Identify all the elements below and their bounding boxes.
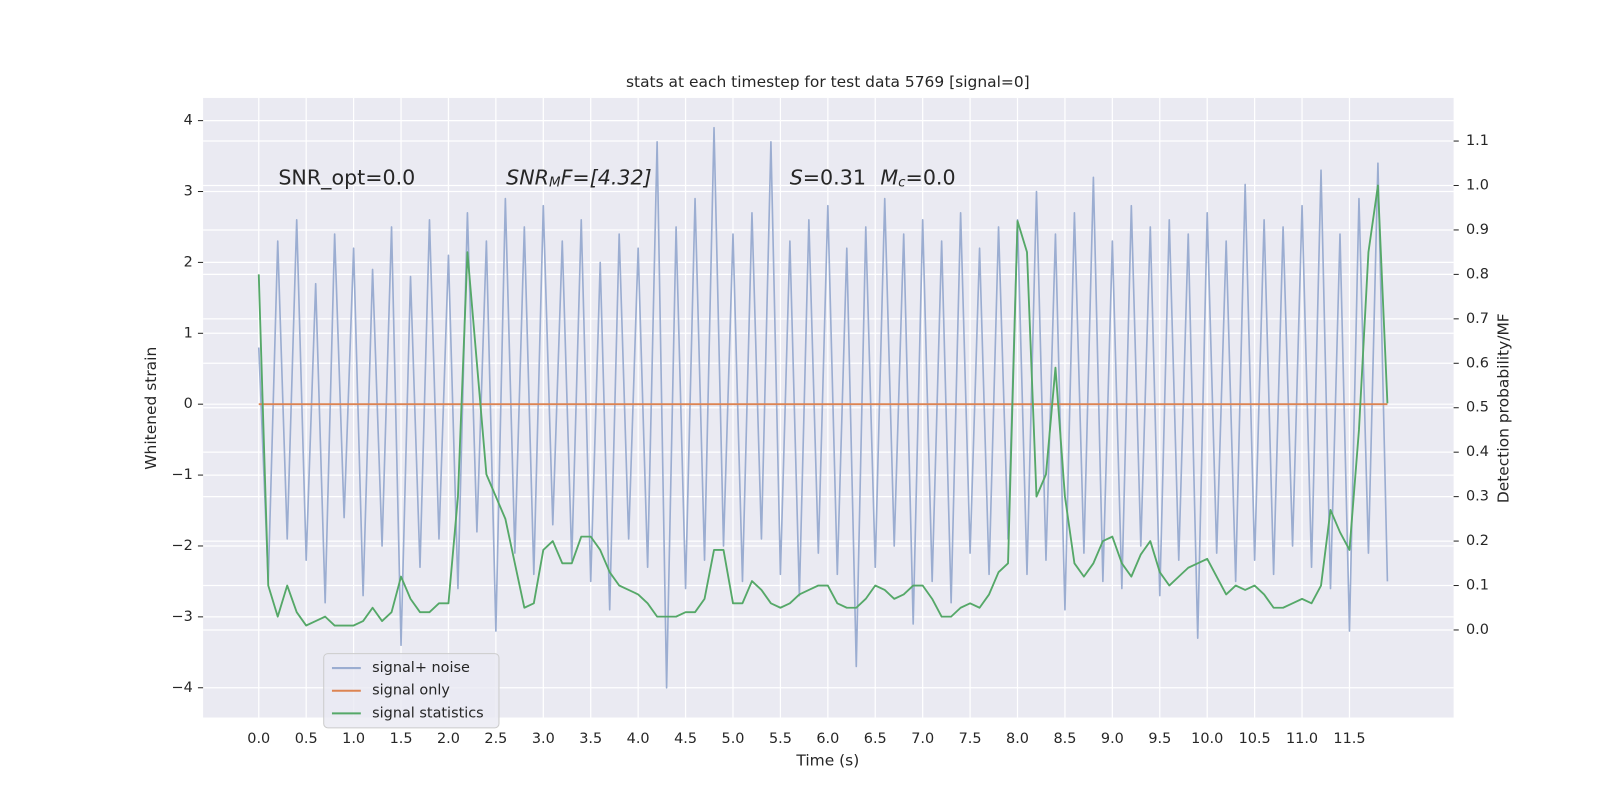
y-tick-label: 0 (184, 396, 193, 412)
annotation-part: SNR (506, 165, 549, 189)
x-axis-label: Time (s) (795, 751, 859, 769)
x-tick-label: 8.5 (1053, 731, 1076, 747)
y2-tick-label: 0.2 (1466, 533, 1489, 549)
annotation-part: =0.31 (803, 165, 866, 189)
y2-tick-label: 0.4 (1466, 444, 1489, 460)
x-tick-label: 8.0 (1006, 731, 1029, 747)
y2-tick-label: 0.5 (1466, 400, 1489, 416)
series-line (257, 126, 1389, 689)
annotation: SNRMF=[4.32] (506, 165, 651, 190)
y-tick-label: 3 (184, 184, 193, 200)
x-tick-label: 3.0 (532, 731, 555, 747)
annotation: S=0.31 Mc=0.0 (790, 165, 956, 190)
annotation-part: S (790, 165, 803, 189)
x-tick-label: 7.5 (959, 731, 982, 747)
y2-tick-label: 0.6 (1466, 355, 1489, 371)
y2-tick-label: 0.0 (1466, 622, 1489, 638)
annotation: SNR_opt=0.0 (278, 165, 415, 190)
y-tick-label: 2 (184, 254, 193, 270)
legend-label: signal+ noise (372, 660, 470, 676)
y-tick-label: −1 (172, 467, 193, 483)
legend-label: signal statistics (372, 705, 484, 721)
y-tick-label: −4 (172, 680, 193, 696)
x-tick-label: 0.0 (247, 731, 270, 747)
x-tick-label: 2.5 (484, 731, 507, 747)
y2-tick-label: 0.7 (1466, 311, 1489, 327)
x-tick-label: 0.5 (295, 731, 318, 747)
x-tick-label: 4.5 (674, 731, 697, 747)
y2-axis-label: Detection probability/MF (1495, 313, 1513, 503)
y2-tick-label: 1.1 (1466, 133, 1489, 149)
annotation-part: F=[4.32] (561, 165, 652, 189)
x-tick-label: 6.5 (864, 731, 887, 747)
annotation-part: M (880, 165, 898, 189)
x-tick-label: 9.0 (1101, 731, 1124, 747)
y2-tick-label: 0.3 (1466, 489, 1489, 505)
annotation-part: =0.0 (906, 165, 956, 189)
chart-title: stats at each timestep for test data 576… (626, 73, 1030, 91)
y-tick-label: 1 (184, 325, 193, 341)
y-axis-label: Whitened strain (142, 347, 160, 470)
y2-tick-label: 0.8 (1466, 266, 1489, 282)
x-tick-label: 5.5 (769, 731, 792, 747)
x-tick-label: 10.0 (1191, 731, 1223, 747)
y-tick-label: −2 (172, 538, 193, 554)
y2-tick-label: 0.1 (1466, 578, 1489, 594)
legend-label: signal only (372, 683, 450, 699)
series-line (257, 184, 1389, 627)
x-tick-label: 11.5 (1333, 731, 1365, 747)
x-tick-label: 9.5 (1148, 731, 1171, 747)
x-tick-label: 6.0 (816, 731, 839, 747)
annotation-part: M (549, 175, 561, 190)
x-tick-label: 7.0 (911, 731, 934, 747)
y-tick-label: 4 (184, 113, 193, 129)
x-tick-label: 5.0 (722, 731, 745, 747)
x-tick-label: 2.0 (437, 731, 460, 747)
x-tick-label: 3.5 (579, 731, 602, 747)
x-tick-label: 1.0 (342, 731, 365, 747)
x-tick-label: 1.5 (390, 731, 413, 747)
x-tick-label: 11.0 (1286, 731, 1318, 747)
x-tick-label: 10.5 (1239, 731, 1271, 747)
x-tick-label: 4.0 (627, 731, 650, 747)
y-tick-label: −3 (172, 609, 193, 625)
legend-box (323, 653, 500, 729)
annotation-part: c (898, 175, 906, 190)
y2-tick-label: 0.9 (1466, 222, 1489, 238)
y2-tick-label: 1.0 (1466, 177, 1489, 193)
